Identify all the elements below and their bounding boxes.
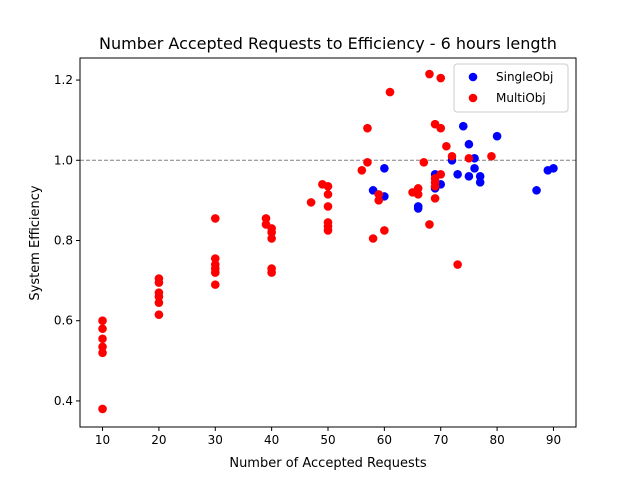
point-singleobj-16 — [475, 178, 485, 187]
point-multiobj-16 — [210, 268, 220, 277]
point-multiobj-22 — [267, 234, 276, 243]
point-multiobj-29 — [323, 202, 333, 211]
point-multiobj-17 — [210, 280, 220, 289]
point-multiobj-7 — [154, 278, 164, 287]
x-tick-label: 80 — [489, 433, 504, 447]
y-tick-label: 0.6 — [54, 314, 73, 328]
point-singleobj-4 — [413, 204, 423, 213]
point-multiobj-11 — [154, 310, 164, 319]
point-multiobj-51 — [430, 194, 440, 203]
point-singleobj-17 — [492, 131, 502, 141]
legend-marker-singleobj — [468, 72, 478, 82]
x-tick-label: 70 — [433, 433, 448, 447]
plot-area: 10 20 30 40 50 60 70 80 90 0.4 0.6 0.8 1.0 1.2 — [54, 57, 577, 447]
point-multiobj-0 — [98, 316, 107, 326]
point-singleobj-11 — [464, 139, 474, 149]
legend: SingleObj MultiObj — [453, 63, 569, 113]
point-multiobj-35 — [363, 157, 372, 167]
point-multiobj-9 — [154, 292, 164, 301]
point-multiobj-2 — [98, 334, 107, 344]
point-multiobj-58 — [464, 153, 474, 163]
y-tick-label: 0.4 — [54, 394, 73, 408]
point-multiobj-4 — [98, 348, 107, 358]
point-multiobj-57 — [453, 260, 462, 269]
point-multiobj-3 — [98, 342, 107, 352]
point-multiobj-39 — [380, 226, 389, 235]
point-singleobj-9 — [453, 170, 462, 179]
point-multiobj-28 — [323, 190, 333, 199]
point-multiobj-25 — [306, 198, 316, 207]
legend-label-singleobj: SingleObj — [496, 70, 553, 84]
point-singleobj-14 — [470, 163, 479, 173]
point-singleobj-18 — [532, 186, 541, 195]
point-singleobj-12 — [464, 172, 474, 181]
point-multiobj-13 — [210, 254, 220, 263]
point-multiobj-21 — [267, 228, 276, 237]
point-multiobj-1 — [98, 324, 107, 334]
point-singleobj-10 — [458, 121, 468, 131]
point-multiobj-42 — [413, 184, 423, 193]
point-singleobj-20 — [549, 163, 558, 173]
point-multiobj-37 — [374, 190, 384, 199]
x-tick-label: 30 — [208, 433, 223, 447]
point-multiobj-34 — [363, 123, 372, 133]
y-axis-label: System Efficiency — [28, 185, 43, 301]
y-tick-label: 1.2 — [54, 73, 73, 87]
x-tick-label: 20 — [151, 433, 166, 447]
point-multiobj-46 — [425, 220, 434, 229]
x-tick-label: 40 — [264, 433, 279, 447]
point-multiobj-40 — [385, 87, 395, 97]
x-tick-label: 10 — [95, 433, 110, 447]
point-multiobj-32 — [323, 226, 333, 235]
chart-title: Number Accepted Requests to Efficiency -… — [99, 34, 557, 53]
x-axis-label: Number of Accepted Requests — [229, 456, 427, 471]
point-multiobj-38 — [374, 196, 384, 205]
point-multiobj-55 — [442, 141, 451, 151]
y-tick-label: 1.0 — [54, 153, 73, 167]
point-multiobj-27 — [323, 182, 333, 191]
point-multiobj-52 — [436, 73, 446, 83]
point-multiobj-45 — [425, 69, 434, 79]
point-multiobj-10 — [154, 298, 164, 307]
legend-marker-multiobj — [468, 93, 478, 103]
y-tick-label: 0.8 — [54, 233, 73, 247]
point-multiobj-43 — [413, 190, 423, 199]
x-tick-label: 60 — [377, 433, 392, 447]
point-multiobj-5 — [98, 404, 107, 414]
legend-box — [453, 63, 569, 113]
point-multiobj-59 — [487, 151, 496, 161]
x-tick-label: 50 — [320, 433, 335, 447]
point-multiobj-44 — [419, 157, 429, 167]
legend-label-multiobj: MultiObj — [496, 91, 546, 105]
point-multiobj-53 — [436, 123, 446, 133]
point-multiobj-33 — [357, 166, 367, 175]
point-multiobj-56 — [447, 151, 457, 161]
point-multiobj-18 — [261, 214, 271, 223]
point-multiobj-12 — [210, 214, 220, 223]
point-multiobj-50 — [430, 182, 440, 191]
point-multiobj-24 — [267, 268, 276, 277]
point-multiobj-54 — [436, 170, 446, 179]
x-tick-label: 90 — [546, 433, 561, 447]
point-singleobj-1 — [380, 163, 389, 173]
point-singleobj-15 — [475, 172, 485, 181]
point-multiobj-36 — [368, 234, 378, 243]
